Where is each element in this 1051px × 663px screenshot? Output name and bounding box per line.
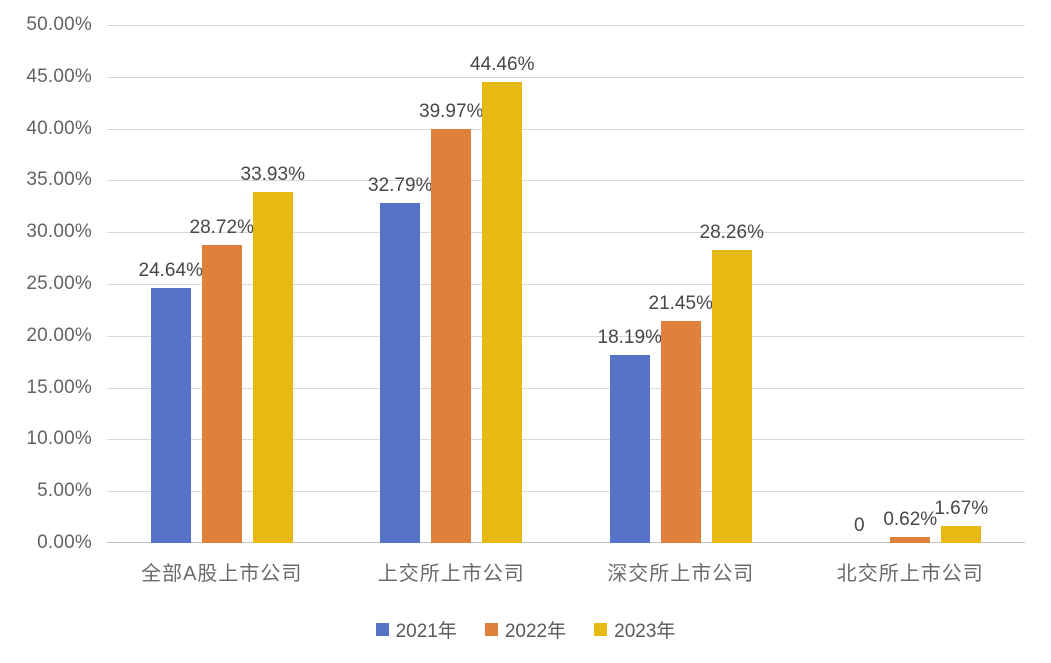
bar-value-label: 18.19% xyxy=(597,326,662,348)
y-tick-label: 30.00% xyxy=(26,221,92,243)
y-tick-label: 5.00% xyxy=(37,480,92,502)
bar-series-0-category-2 xyxy=(609,354,650,543)
legend: 2021年 2022年 2023年 xyxy=(0,616,1051,643)
bar-value-label: 28.26% xyxy=(699,222,764,244)
bar-series-1-category-0 xyxy=(201,245,242,543)
gridline xyxy=(107,128,1025,130)
y-tick-label: 35.00% xyxy=(26,169,92,191)
category-label: 北交所上市公司 xyxy=(836,563,984,585)
gridline xyxy=(107,76,1025,78)
bar-value-label: 1.67% xyxy=(934,497,989,519)
legend-item-1: 2022年 xyxy=(484,616,567,643)
gridline xyxy=(107,180,1025,182)
legend-swatch-icon xyxy=(484,623,498,636)
gridline xyxy=(107,25,1025,26)
x-axis-line xyxy=(107,542,1025,543)
bar-series-2-category-1 xyxy=(482,82,523,543)
bar-value-label: 44.46% xyxy=(470,54,535,76)
bar-value-label: 24.64% xyxy=(138,259,203,281)
bar-value-label: 28.72% xyxy=(189,217,254,239)
bar-value-label: 33.93% xyxy=(240,163,305,185)
y-axis: 0.00% 5.00% 10.00% 15.00% 20.00% 25.00% 30.00%… xyxy=(0,14,92,553)
category-label: 上交所上市公司 xyxy=(377,563,525,585)
bar-series-1-category-3 xyxy=(890,536,931,543)
bar-value-label: 32.79% xyxy=(368,175,433,197)
y-tick-label: 50.00% xyxy=(26,14,92,35)
legend-label: 2021年 xyxy=(395,621,457,642)
legend-item-2: 2023年 xyxy=(594,616,675,643)
legend-swatch-icon xyxy=(375,623,389,636)
plot-area: 24.64% 28.72% 33.93% 32.79% 39.97% 44.46% 18.1… xyxy=(107,25,1025,543)
bar-series-1-category-2 xyxy=(660,320,701,543)
bar-value-label: 0.62% xyxy=(883,508,938,530)
bar-value-label: 0 xyxy=(853,515,865,536)
gridline xyxy=(107,439,1025,441)
bar-series-2-category-3 xyxy=(941,525,982,543)
legend-label: 2023年 xyxy=(614,621,676,642)
y-tick-label: 25.00% xyxy=(26,273,92,294)
legend-swatch-icon xyxy=(594,623,608,636)
y-tick-label: 15.00% xyxy=(26,376,92,398)
legend-item-0: 2021年 xyxy=(375,616,457,643)
bar-series-2-category-2 xyxy=(711,250,752,543)
gridline xyxy=(107,284,1025,285)
gridline xyxy=(107,387,1025,389)
y-tick-label: 40.00% xyxy=(26,117,92,139)
gridline xyxy=(107,232,1025,234)
bar-value-label: 39.97% xyxy=(419,100,484,122)
legend-label: 2022年 xyxy=(504,621,567,642)
category-label: 深交所上市公司 xyxy=(607,563,755,585)
y-tick-label: 20.00% xyxy=(26,324,92,346)
y-tick-label: 0.00% xyxy=(37,532,92,553)
bar-value-label: 21.45% xyxy=(648,292,713,314)
bar-series-2-category-0 xyxy=(252,191,293,543)
bar-series-1-category-1 xyxy=(431,128,472,543)
y-tick-label: 45.00% xyxy=(26,65,92,87)
gridline xyxy=(107,491,1025,493)
bar-series-0-category-1 xyxy=(380,203,421,543)
category-label: 全部A股上市公司 xyxy=(141,563,303,585)
x-axis: 全部A股上市公司 上交所上市公司 深交所上市公司 北交所上市公司 xyxy=(107,557,1025,589)
bar-series-0-category-0 xyxy=(150,287,191,543)
gridline xyxy=(107,335,1025,337)
y-tick-label: 10.00% xyxy=(26,428,92,450)
